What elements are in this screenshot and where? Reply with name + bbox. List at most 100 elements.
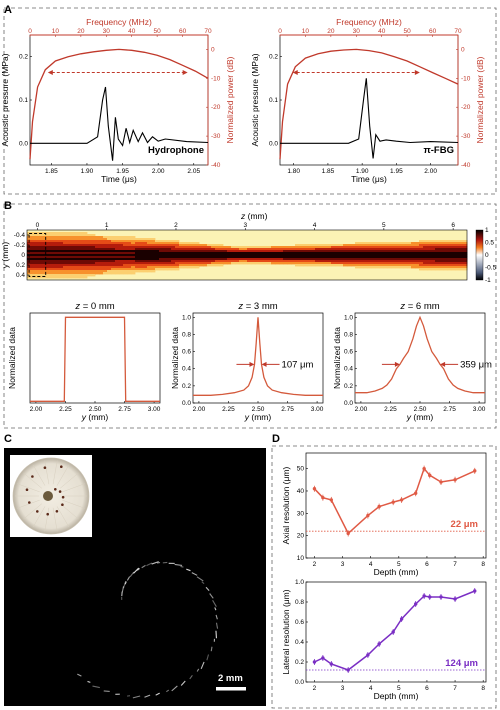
- dish-spoke: [44, 460, 50, 485]
- heatmap-cell: [119, 250, 124, 253]
- heatmap-cell: [235, 250, 240, 253]
- dish-dot: [61, 495, 65, 499]
- heatmap-cell: [355, 266, 360, 269]
- heatmap-cell: [47, 236, 52, 239]
- speckle: [103, 690, 110, 693]
- heatmap-cell: [83, 254, 88, 257]
- heatmap-cell: [143, 242, 148, 245]
- heatmap-cell: [87, 234, 92, 237]
- heatmap-cell: [31, 268, 36, 271]
- heatmap-cell: [135, 242, 140, 245]
- heatmap-cell: [95, 270, 100, 273]
- heatmap-cell: [43, 256, 48, 259]
- heatmap-cell: [95, 238, 100, 241]
- heatmap-cell: [63, 242, 68, 245]
- heatmap-cell: [371, 260, 376, 263]
- heatmap-cell: [195, 260, 200, 263]
- heatmap-cell: [415, 244, 420, 247]
- x-tick-label: 6: [425, 685, 429, 692]
- heatmap-cell: [43, 250, 48, 253]
- heatmap-cell: [143, 240, 148, 243]
- heatmap-cell: [443, 250, 448, 253]
- data-point: [391, 500, 395, 504]
- heatmap-cell: [67, 272, 72, 275]
- heatmap-cell: [99, 258, 104, 261]
- heatmap-cell: [271, 258, 276, 261]
- heatmap-cell: [263, 260, 268, 263]
- heatmap-cell: [59, 236, 64, 239]
- heatmap-cell: [175, 252, 180, 255]
- heatmap-cell: [375, 256, 380, 259]
- heatmap-cell: [391, 260, 396, 263]
- heatmap-cell: [223, 252, 228, 255]
- heatmap-cell: [63, 250, 68, 253]
- heatmap-cell: [447, 254, 452, 257]
- heatmap-cell: [187, 260, 192, 263]
- heatmap-cell: [63, 260, 68, 263]
- heatmap-cell: [63, 268, 68, 271]
- heatmap-cell: [107, 256, 112, 259]
- heatmap-cell: [195, 266, 200, 269]
- heatmap-cell: [435, 248, 440, 251]
- heatmap-cell: [219, 262, 224, 265]
- y-tick-label: 0.6: [344, 349, 353, 356]
- heatmap-cell: [347, 248, 352, 251]
- heatmap-cell: [39, 262, 44, 265]
- heatmap-cell: [463, 260, 468, 263]
- heatmap-cell: [143, 248, 148, 251]
- heatmap-cell: [167, 256, 172, 259]
- heatmap-cell: [211, 248, 216, 251]
- dish-spoke: [56, 464, 70, 486]
- heatmap-cell: [123, 242, 128, 245]
- heatmap-cell: [151, 256, 156, 259]
- heatmap-cell: [359, 252, 364, 255]
- heatmap-cell: [47, 244, 52, 247]
- heatmap-cell: [455, 256, 460, 259]
- y-tick-label: 1.0: [344, 314, 353, 321]
- heatmap-cell: [327, 256, 332, 259]
- heatmap-cell: [351, 254, 356, 257]
- y-axis-label: y (mm): [0, 242, 10, 269]
- heatmap-cell: [359, 244, 364, 247]
- heatmap-cell: [115, 236, 120, 239]
- speckle: [141, 564, 146, 569]
- x-tick-label: 2.00: [424, 168, 437, 175]
- heatmap-cell: [119, 264, 124, 267]
- heatmap-cell: [167, 258, 172, 261]
- heatmap-cell: [463, 266, 468, 269]
- heatmap-cell: [163, 246, 168, 249]
- heatmap-cell: [207, 258, 212, 261]
- heatmap-cell: [387, 260, 392, 263]
- speckle: [174, 563, 183, 566]
- heatmap-cell: [91, 268, 96, 271]
- heatmap-cell: [147, 270, 152, 273]
- heatmap-cell: [279, 248, 284, 251]
- speckle: [180, 680, 186, 686]
- heatmap-cell: [71, 254, 76, 257]
- heatmap-cell: [419, 240, 424, 243]
- heatmap-cell: [59, 258, 64, 261]
- heatmap-cell: [107, 248, 112, 251]
- heatmap-cell: [87, 274, 92, 277]
- heatmap-cell: [355, 246, 360, 249]
- heatmap-cell: [155, 256, 160, 259]
- x-tick-label: 3.00: [473, 406, 486, 413]
- y-axis-label: Axial resolution (μm): [281, 467, 291, 545]
- y-axis-label: Lateral resolution (μm): [281, 589, 291, 674]
- spectrum-line: [29, 48, 209, 160]
- heatmap-cell: [151, 238, 156, 241]
- heatmap-cell: [51, 248, 56, 251]
- y-axis-label: Acoustic pressure (MPa): [0, 53, 10, 146]
- heatmap-cell: [239, 246, 244, 249]
- heatmap-cell: [47, 258, 52, 261]
- heatmap-cell: [351, 262, 356, 265]
- heatmap-cell: [431, 248, 436, 251]
- speckle: [126, 576, 131, 581]
- heatmap-cell: [27, 258, 32, 261]
- heatmap-cell: [291, 250, 296, 253]
- heatmap-cell: [59, 238, 64, 241]
- heatmap-cell: [335, 246, 340, 249]
- heatmap-cell: [295, 264, 300, 267]
- heatmap-cell: [71, 258, 76, 261]
- heatmap-cell: [51, 250, 56, 253]
